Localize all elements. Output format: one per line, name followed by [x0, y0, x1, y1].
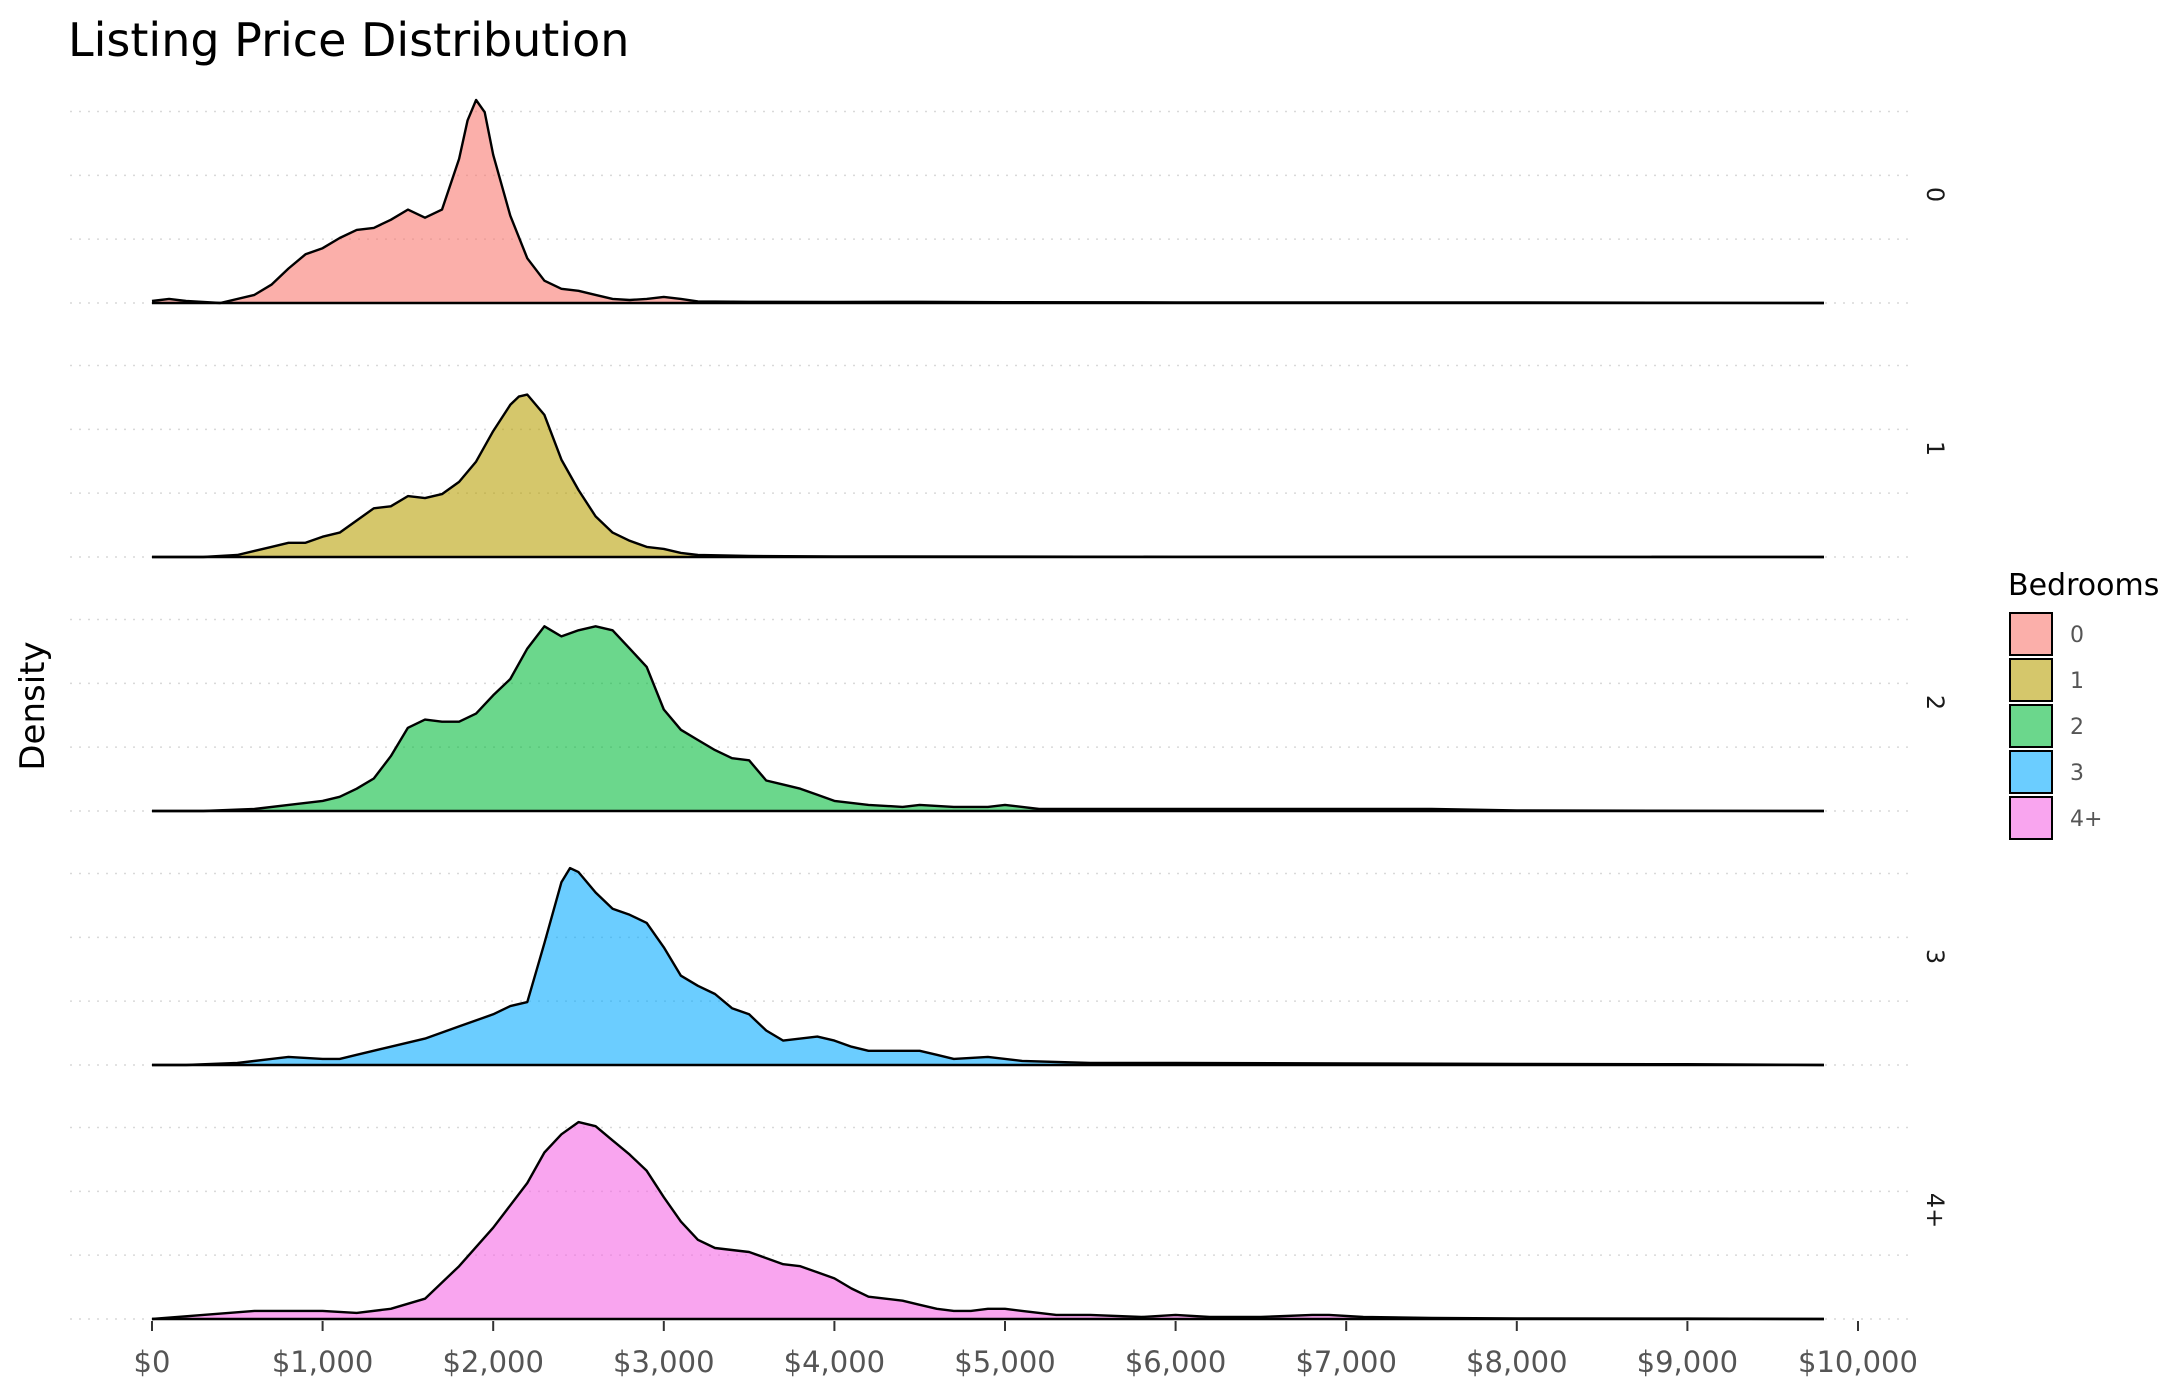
legend-key [2009, 658, 2053, 702]
x-tick-label: $3,000 [613, 1345, 714, 1379]
facet-strip-label: 0 [1921, 187, 1949, 202]
density-outline-3 [152, 866, 1824, 1067]
legend-title: Bedrooms [2008, 568, 2159, 603]
x-tick-label: $0 [134, 1345, 171, 1379]
legend-label: 2 [2070, 715, 2084, 740]
x-tick-label: $9,000 [1637, 1345, 1738, 1379]
x-tick-label: $6,000 [1125, 1345, 1226, 1379]
density-area-2 [152, 626, 1824, 811]
y-axis-label: Density [13, 641, 53, 770]
x-tick-label: $1,000 [272, 1345, 373, 1379]
legend-label: 3 [2070, 761, 2084, 786]
legend-key [2009, 750, 2053, 794]
legend-label: 0 [2070, 623, 2084, 648]
x-tick-label: $10,000 [1798, 1345, 1918, 1379]
x-tick-label: $8,000 [1466, 1345, 1567, 1379]
x-tick-label: $2,000 [442, 1345, 543, 1379]
density-area-3 [152, 868, 1824, 1065]
legend-key [2009, 796, 2053, 840]
x-tick-label: $4,000 [784, 1345, 885, 1379]
legend-key [2009, 704, 2053, 748]
legend: Bedrooms 0 1 2 3 4+ [2008, 568, 2159, 840]
facet-strip-label: 4+ [1921, 1193, 1949, 1228]
x-tick-label: $5,000 [954, 1345, 1055, 1379]
facet-strip-label: 3 [1921, 949, 1949, 964]
legend-key [2009, 612, 2053, 656]
density-outline-4plus [151, 1120, 1824, 1321]
facet-panels: 0 1 2 3 4+ [151, 98, 1949, 1321]
density-area-4plus [152, 1122, 1824, 1319]
chart-title: Listing Price Distribution [68, 13, 629, 67]
density-area-1 [152, 394, 1824, 557]
facet-strip-label: 1 [1921, 441, 1949, 456]
density-area-0 [152, 100, 1824, 303]
x-tick-label: $7,000 [1295, 1345, 1396, 1379]
legend-label: 1 [2070, 669, 2084, 694]
density-outline-2 [152, 625, 1824, 813]
legend-label: 4+ [2070, 807, 2102, 832]
x-axis: $0 $1,000 $2,000 $3,000 $4,000 $5,000 $6,000 $7… [134, 1321, 1918, 1379]
facet-strip-label: 2 [1921, 695, 1949, 710]
